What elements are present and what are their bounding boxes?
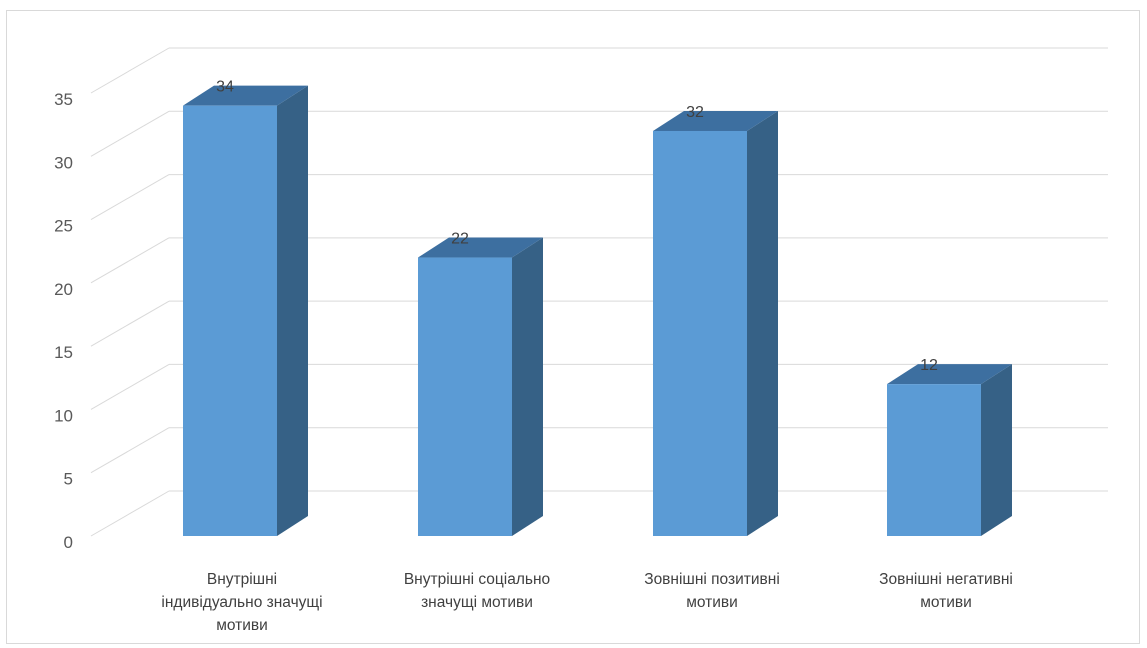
y-axis-ticks: 0 5 10 15 20 25 30 35 bbox=[54, 90, 73, 552]
side-gridline bbox=[90, 110, 170, 157]
y-tick-label: 20 bbox=[54, 280, 73, 299]
side-gridline bbox=[90, 490, 170, 537]
y-tick-label: 30 bbox=[54, 153, 73, 172]
category-label: Внутрішні індивідуально значущі мотиви bbox=[161, 571, 322, 634]
category-label: Внутрішні соціально значущі мотиви bbox=[404, 571, 550, 611]
bar bbox=[887, 364, 1012, 536]
y-tick-label: 10 bbox=[54, 406, 73, 425]
y-tick-label: 15 bbox=[54, 343, 73, 362]
bar-front bbox=[653, 130, 747, 536]
category-label: Зовнішні позитивні мотиви bbox=[644, 571, 780, 611]
bar-front bbox=[887, 384, 981, 536]
y-tick-label: 35 bbox=[54, 90, 73, 109]
bar-top bbox=[418, 237, 543, 258]
bar-side bbox=[277, 85, 308, 537]
bar bbox=[418, 237, 543, 537]
bar-top bbox=[887, 364, 1012, 385]
category-labels: Внутрішні індивідуально значущі мотиви Внут… bbox=[161, 571, 1012, 634]
side-gridline bbox=[90, 300, 170, 347]
bars bbox=[183, 85, 1012, 537]
data-label: 32 bbox=[686, 104, 704, 121]
bar-front bbox=[418, 257, 512, 536]
side-gridline bbox=[90, 427, 170, 474]
bar-side bbox=[512, 237, 543, 537]
bar-top bbox=[183, 85, 308, 106]
data-label: 12 bbox=[920, 357, 938, 374]
y-tick-label: 25 bbox=[54, 217, 73, 236]
data-label: 34 bbox=[216, 79, 234, 96]
bar-front bbox=[183, 105, 277, 537]
bar-top bbox=[653, 110, 778, 131]
side-gridline bbox=[90, 174, 170, 221]
y-tick-label: 0 bbox=[64, 533, 73, 552]
bar bbox=[183, 85, 308, 537]
data-labels: 34 22 32 12 bbox=[216, 79, 938, 374]
bar-side bbox=[981, 364, 1012, 536]
bar bbox=[653, 110, 778, 536]
side-gridline bbox=[90, 363, 170, 410]
side-gridline bbox=[90, 47, 170, 94]
category-label: Зовнішні негативні мотиви bbox=[879, 571, 1013, 611]
side-gridline bbox=[90, 237, 170, 284]
bar-side bbox=[747, 110, 778, 536]
data-label: 22 bbox=[451, 231, 469, 248]
y-tick-label: 5 bbox=[64, 470, 73, 489]
